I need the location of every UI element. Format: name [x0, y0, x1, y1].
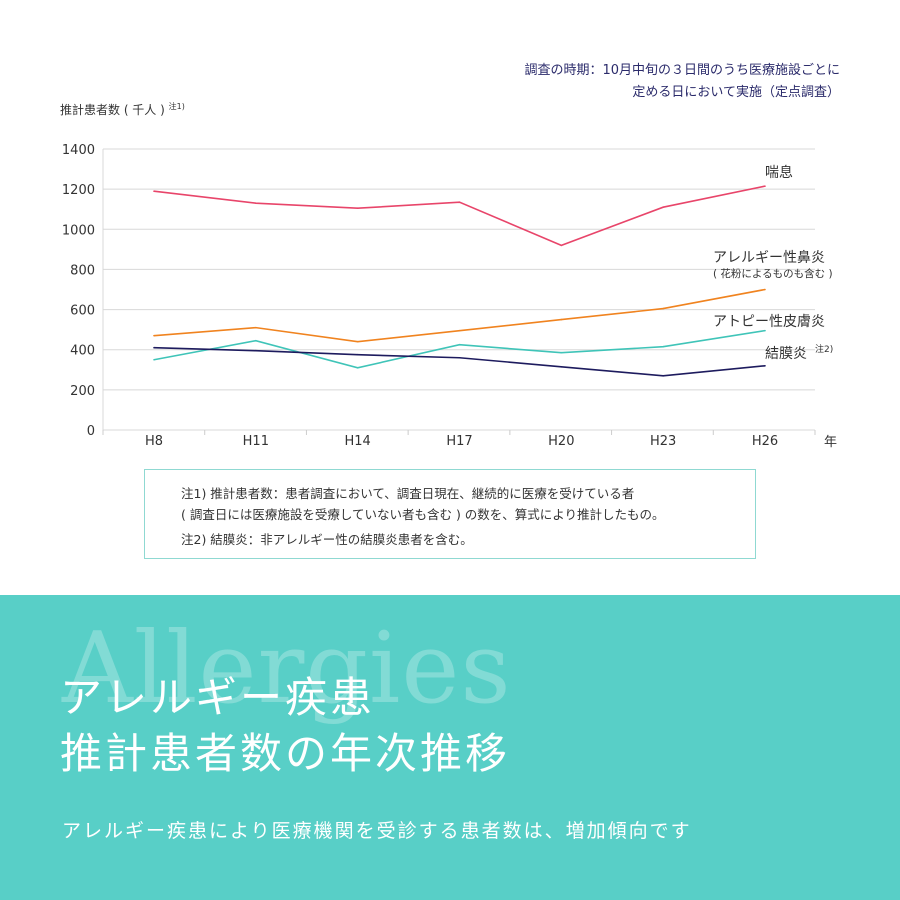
x-tick-label: H8 — [145, 434, 163, 449]
data-point — [560, 244, 563, 247]
footnote-1-line2: ( 調査日には医療施設を受療していない者も含む ) の数を、算式により推計したも… — [181, 507, 665, 522]
data-point — [458, 356, 461, 359]
watermark-text: Allergies — [62, 612, 512, 726]
x-tick-label: H17 — [446, 434, 472, 449]
x-tick-label: H11 — [243, 434, 269, 449]
series-label: アレルギー性鼻炎 — [713, 249, 825, 266]
series-label: アトピー性皮膚炎 — [713, 314, 825, 330]
y-tick-label: 200 — [70, 384, 95, 399]
data-point — [153, 334, 155, 337]
data-point — [560, 318, 563, 321]
y-tick-label: 800 — [70, 263, 95, 278]
y-tick-label: 400 — [70, 344, 95, 359]
data-point — [356, 340, 359, 343]
y-axis-title: 推計患者数 ( 千人 ) 注1) — [60, 101, 185, 118]
footnote-1-line1: 注1) 推計患者数：患者調査において、調査日現在、継続的に医療を受けている者 — [181, 486, 635, 501]
data-point — [560, 365, 563, 368]
y-axis-title-text: 推計患者数 ( 千人 ) — [60, 103, 165, 117]
data-point — [153, 190, 155, 192]
data-point — [255, 326, 257, 329]
series-label: 喘息 — [765, 164, 793, 181]
banner-title-line1: アレルギー疾患 — [60, 673, 376, 722]
survey-note-line2: 定める日において実施（定点調査） — [632, 85, 840, 100]
data-point — [356, 353, 359, 356]
banner-title: アレルギー疾患 推計患者数の年次推移 — [60, 670, 510, 782]
data-point — [255, 339, 257, 342]
line-chart: 0 200 400 600 800 1000 1200 1400 H8 H11 H14 H17 H20 H… — [62, 143, 837, 450]
data-point — [255, 349, 257, 352]
data-point — [356, 207, 359, 210]
x-tick-label: H26 — [752, 434, 778, 449]
survey-period-note: 調査の時期：10月中旬の３日間のうち医療施設ごとに 定める日において実施（定点調… — [440, 60, 840, 104]
footnotes-box: 注1) 推計患者数：患者調査において、調査日現在、継続的に医療を受けている者 (… — [144, 469, 756, 559]
data-point — [153, 346, 155, 349]
data-point — [458, 201, 461, 203]
banner-title-line2: 推計患者数の年次推移 — [60, 729, 511, 778]
data-point — [662, 206, 664, 209]
series-line-3 — [153, 346, 766, 377]
survey-note-line1: 調査の時期：10月中旬の３日間のうち医療施設ごとに — [524, 63, 840, 78]
series-line-1 — [153, 288, 766, 343]
data-point — [458, 343, 461, 346]
x-tick-label: H23 — [650, 434, 676, 449]
data-point — [764, 288, 766, 291]
series-line-0 — [153, 185, 766, 247]
data-point — [255, 202, 257, 204]
y-tick-label: 0 — [87, 424, 95, 439]
data-point — [764, 185, 766, 187]
data-point — [153, 358, 155, 361]
data-point — [458, 329, 461, 332]
data-point — [662, 345, 664, 348]
data-point — [356, 366, 359, 369]
data-point — [560, 351, 563, 354]
y-axis-title-note: 注1) — [168, 102, 185, 111]
data-point — [764, 329, 766, 332]
series-sublabel: ( 花粉によるものも含む ) — [713, 267, 833, 280]
x-tick-label: H20 — [548, 434, 574, 449]
x-tick-label: H14 — [345, 434, 371, 449]
series-label-note: 注2) — [815, 343, 833, 355]
y-tick-label: 1400 — [62, 143, 95, 158]
banner-subtitle: アレルギー疾患により医療機関を受診する患者数は、増加傾向です — [62, 820, 692, 842]
y-tick-label: 1000 — [62, 223, 95, 238]
data-point — [662, 307, 664, 310]
y-tick-label: 1200 — [62, 183, 95, 198]
y-tick-label: 600 — [70, 304, 95, 319]
series-line-2 — [153, 329, 766, 369]
footnote-2: 注2) 結膜炎：非アレルギー性の結膜炎患者を含む。 — [181, 532, 473, 547]
x-axis-unit: 年 — [824, 435, 837, 450]
title-banner — [0, 595, 900, 900]
series-label: 結膜炎 — [765, 346, 807, 362]
data-point — [764, 364, 766, 367]
data-point — [662, 375, 664, 377]
